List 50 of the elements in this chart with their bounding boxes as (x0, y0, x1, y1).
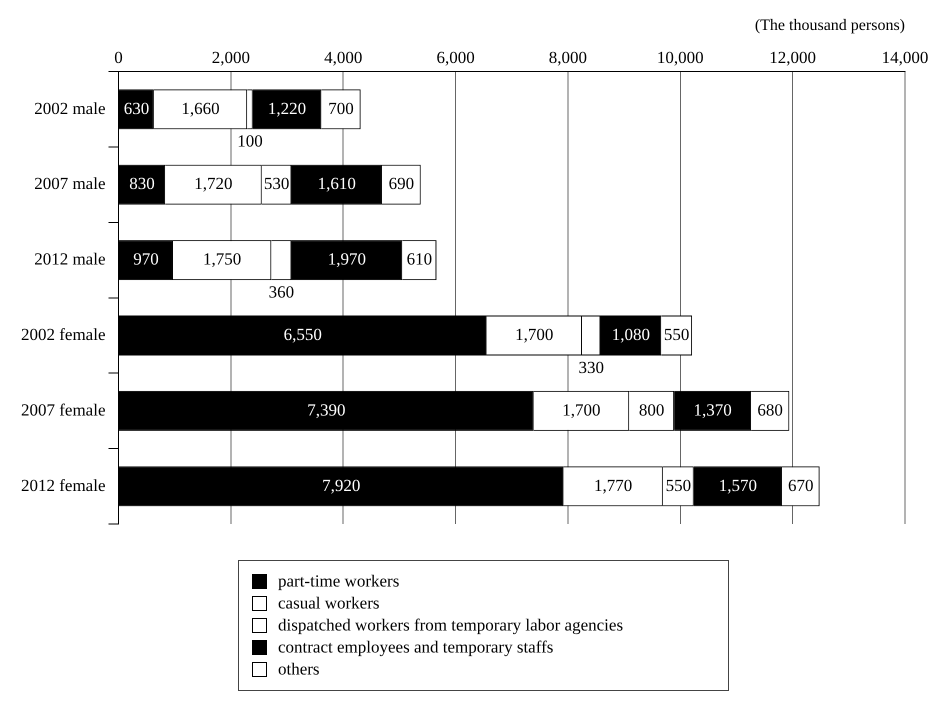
x-tick-label: 12,000 (769, 48, 816, 67)
legend-label: casual workers (278, 593, 380, 612)
data-label: 1,570 (718, 476, 757, 495)
data-label: 1,720 (194, 174, 233, 194)
data-label: 530 (264, 174, 290, 194)
legend-label: others (278, 659, 320, 678)
data-label: 1,220 (268, 98, 306, 118)
y-tick-label: 2002 female (20, 324, 106, 344)
data-label: 550 (666, 476, 692, 495)
data-label: 830 (129, 174, 155, 194)
data-label: 1,970 (328, 250, 366, 269)
x-tick-label: 10,000 (656, 48, 704, 67)
data-label: 690 (388, 174, 414, 194)
legend-label: dispatched workers from temporary labor agencies (278, 615, 624, 634)
x-tick-label: 8,000 (548, 48, 588, 67)
data-label: 680 (757, 400, 783, 420)
y-tick-label: 2007 female (20, 400, 106, 420)
x-axis-title: (The thousand persons) (754, 16, 905, 34)
legend-label: part-time workers (278, 571, 400, 590)
data-label: 970 (133, 250, 159, 269)
data-label: 1,700 (515, 324, 554, 344)
data-label: 550 (664, 324, 690, 344)
data-label: 670 (788, 476, 814, 495)
data-label: 1,750 (203, 250, 242, 269)
y-tick-label: 2002 male (34, 98, 106, 118)
y-tick-label: 2007 male (34, 174, 106, 194)
data-label: 330 (578, 358, 604, 377)
x-tick-label: 0 (114, 48, 123, 67)
data-label: 800 (638, 400, 664, 420)
data-label: 6,550 (284, 324, 322, 344)
x-tick-label: 2,000 (212, 48, 250, 67)
data-label: 1,610 (318, 174, 356, 194)
data-label: 100 (237, 132, 263, 151)
data-label: 630 (124, 98, 150, 118)
legend-label: contract employees and temporary staffs (278, 637, 554, 656)
data-label: 7,920 (322, 476, 360, 495)
x-tick-label: 6,000 (436, 48, 475, 67)
x-tick-label: 14,000 (882, 48, 928, 67)
data-label: 1,370 (693, 400, 732, 420)
y-tick-label: 2012 male (34, 250, 106, 269)
data-label: 1,700 (562, 400, 601, 420)
data-label: 1,770 (594, 476, 632, 495)
data-label: 700 (328, 98, 354, 118)
x-tick-label: 4,000 (324, 48, 362, 67)
data-label: 1,080 (612, 324, 650, 344)
data-label: 7,390 (307, 400, 346, 420)
y-tick-label: 2012 female (20, 476, 106, 495)
data-label: 1,660 (181, 98, 220, 118)
data-label: 360 (268, 282, 294, 302)
data-label: 610 (406, 250, 432, 269)
